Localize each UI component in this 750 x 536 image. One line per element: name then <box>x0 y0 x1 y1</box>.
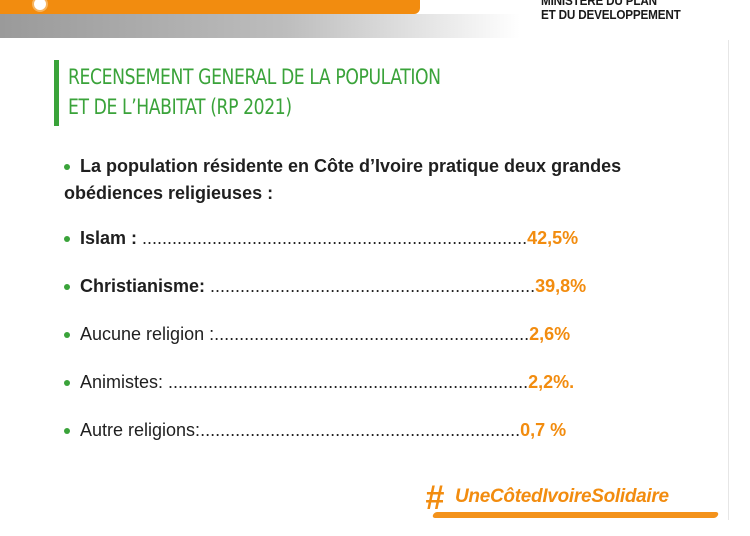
bullet-icon <box>64 236 70 243</box>
hash-icon: # <box>425 479 444 517</box>
leader-dots: ........................................… <box>200 420 521 440</box>
right-divider <box>728 40 729 520</box>
stat-label: Autre religions: <box>80 420 201 440</box>
bullet-icon <box>64 164 70 171</box>
top-gray-band <box>0 14 520 38</box>
leader-dots: ........................................… <box>142 228 528 248</box>
emblem-icon <box>32 0 48 12</box>
intro-paragraph: La population résidente en Côte d’Ivoire… <box>64 153 704 207</box>
title-accent-bar <box>54 60 59 126</box>
ministry-name: MINISTERE DU PLAN ET DU DEVELOPPEMENT <box>541 0 681 22</box>
top-banner <box>0 0 420 14</box>
stat-label: Christianisme: <box>80 276 211 296</box>
bullet-icon <box>64 284 70 291</box>
stat-row-aucune-religion: Aucune religion :.......................… <box>64 324 684 372</box>
hashtag-text: UneCôtedIvoireSolidaire <box>455 486 669 507</box>
title-line-2: ET DE L’HABITAT (RP 2021) <box>68 95 292 119</box>
hashtag-banner: # UneCôtedIvoireSolidaire <box>425 480 725 524</box>
stat-value: 42,5% <box>527 228 579 248</box>
intro-text: La population résidente en Côte d’Ivoire… <box>64 156 622 203</box>
ministry-line-1: MINISTERE DU PLAN <box>540 0 657 8</box>
stat-label: Aucune religion : <box>80 324 215 344</box>
stat-row-christianisme: Christianisme: .........................… <box>64 276 684 324</box>
bullet-icon <box>64 332 70 339</box>
stat-value: 0,7 % <box>520 420 567 440</box>
stat-row-islam: Islam : ................................… <box>64 228 684 276</box>
stat-row-autre-religions: Autre religions:........................… <box>64 420 684 468</box>
bullet-icon <box>64 428 70 435</box>
stat-row-animistes: Animistes: .............................… <box>64 372 684 420</box>
stat-value: 39,8% <box>535 276 587 296</box>
ministry-line-2: ET DU DEVELOPPEMENT <box>540 7 681 22</box>
leader-dots: ........................................… <box>168 372 529 392</box>
leader-dots: ........................................… <box>210 276 536 296</box>
religion-stats-list: Islam : ................................… <box>64 228 684 468</box>
stat-value: 2,6% <box>529 324 571 344</box>
brush-underline <box>431 512 720 518</box>
title-line-1: RECENSEMENT GENERAL DE LA POPULATION <box>68 65 441 89</box>
leader-dots: ........................................… <box>214 324 530 344</box>
page-title: RECENSEMENT GENERAL DE LA POPULATION ET … <box>68 62 441 122</box>
stat-label: Animistes: <box>80 372 169 392</box>
stat-label: Islam : <box>80 228 143 248</box>
bullet-icon <box>64 380 70 387</box>
stat-value: 2,2%. <box>528 372 575 392</box>
